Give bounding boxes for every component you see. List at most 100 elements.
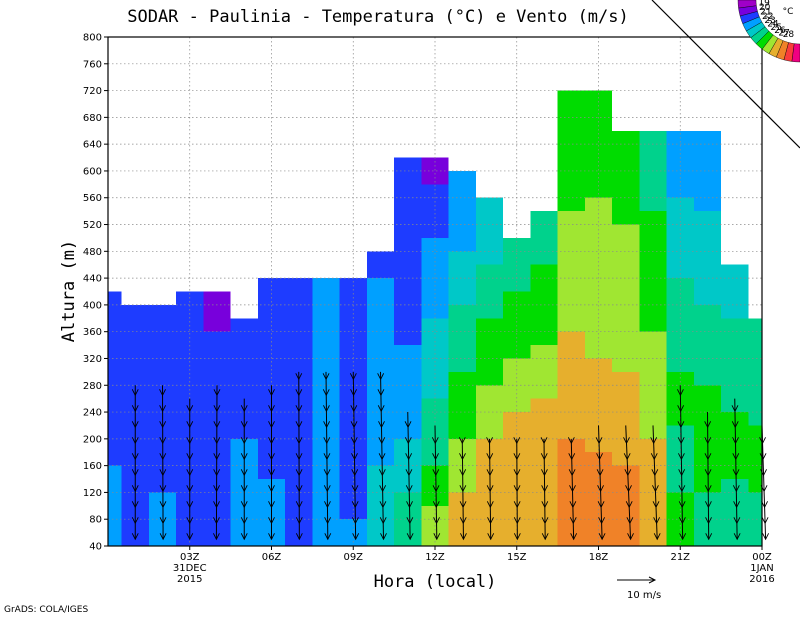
temperature-cell [721, 264, 749, 319]
legend-label: 24 [767, 20, 779, 30]
wind-barb-tick [433, 533, 441, 541]
y-tick-label: 400 [83, 300, 102, 311]
wind-barb-tick [377, 373, 385, 381]
wind-barb-tick [159, 485, 167, 493]
temperature-cell [693, 304, 722, 386]
wind-barb-tick [352, 533, 360, 541]
y-tick-label: 80 [89, 515, 102, 526]
wind-barb-tick [569, 517, 577, 525]
wind-barb-tick [240, 501, 248, 509]
wind-barb-column [186, 398, 194, 541]
legend-label: 28 [783, 30, 795, 40]
wind-barb-column [349, 371, 360, 541]
wind-barb-tick [240, 533, 248, 541]
wind-barb-column [431, 425, 441, 541]
legend-label: 26 [774, 26, 786, 36]
temperature-cell [394, 251, 422, 346]
wind-barb-shaft [625, 425, 632, 540]
y-axis-ticks: 40 80 120 160 200 240 280 320 360 400 440 480 520 560… [83, 33, 108, 553]
wind-barb-tick [350, 389, 357, 397]
wind-barb-tick [459, 469, 467, 477]
x-tick-label: 15Z [507, 552, 527, 563]
grads-credit: GrADS: COLA/IGES [4, 605, 88, 615]
temperature-cell [203, 291, 231, 332]
wind-barb-tick [159, 437, 167, 445]
wind-barb-tick [761, 517, 769, 525]
temperature-cell [639, 211, 667, 332]
wind-barb-column [295, 371, 303, 541]
wind-barb-column [404, 412, 414, 541]
wind-barb-tick [159, 389, 166, 397]
wind-barb-tick [406, 517, 414, 525]
wind-barb-tick [541, 533, 549, 541]
wind-barb-tick [379, 485, 387, 493]
wind-barb-tick [431, 437, 439, 445]
temperature-cell [394, 157, 422, 252]
wind-barb-tick [759, 453, 767, 461]
wind-barb-tick [626, 517, 634, 525]
wind-barb-tick [268, 405, 275, 413]
wind-barb-tick [323, 437, 331, 445]
wind-barb-tick [379, 517, 387, 525]
wind-barb-tick [567, 437, 575, 445]
wind-barb-tick [323, 485, 331, 493]
wind-barb-tick [678, 485, 686, 493]
wind-barb-tick [240, 485, 248, 493]
temperature-cell [475, 318, 504, 386]
wind-barbs [131, 371, 770, 541]
wind-barb-tick [569, 485, 576, 493]
wind-barb-tick [213, 453, 221, 461]
wind-barb-tick [378, 453, 386, 461]
wind-barb-tick [323, 469, 331, 477]
wind-barb-tick [323, 453, 331, 461]
wind-barb-tick [240, 437, 248, 445]
wind-barb-tick [268, 421, 275, 429]
y-tick-label: 120 [83, 488, 102, 499]
wind-barb-tick [433, 517, 440, 525]
wind-barb-tick [131, 405, 139, 413]
wind-barb-tick [541, 517, 549, 525]
wind-barb-tick [432, 469, 440, 477]
y-tick-label: 640 [83, 140, 102, 151]
wind-barb-tick [597, 501, 605, 509]
wind-barb-column [595, 425, 606, 541]
legend-label: 19 [758, 0, 770, 8]
wind-barb-tick [404, 421, 412, 429]
wind-barb-tick [240, 469, 248, 477]
wind-barb-tick [459, 485, 467, 493]
x-tick-year: 2015 [177, 574, 202, 585]
temperature-cell [557, 211, 585, 332]
wind-barb-column [212, 385, 221, 541]
wind-barb-tick [404, 437, 412, 445]
wind-barb-tick [186, 485, 194, 493]
wind-barb-tick [598, 517, 605, 525]
wind-barb-shaft [325, 371, 329, 540]
legend-swatch [791, 43, 800, 63]
wind-barb-tick [159, 469, 167, 477]
y-axis-label: Altura (m) [59, 240, 79, 342]
wind-barb-tick [704, 469, 712, 477]
wind-barb-tick [704, 453, 712, 461]
wind-barb-tick [651, 469, 659, 477]
wind-barb-tick [295, 453, 303, 461]
wind-barb-column [240, 398, 248, 541]
x-tick-label: 21Z [670, 552, 690, 563]
wind-barb-tick [322, 389, 330, 397]
wind-barb-tick [323, 421, 330, 429]
y-tick-label: 240 [83, 408, 102, 419]
legend-unit: °C [783, 7, 794, 17]
wind-barb-shaft [652, 425, 658, 540]
wind-barb-tick [460, 533, 467, 541]
wind-barb-tick [704, 501, 712, 509]
wind-barb-tick [705, 517, 712, 525]
wind-barb-tick [268, 501, 275, 509]
wind-barb-tick [295, 421, 303, 429]
wind-barb-tick [268, 517, 275, 525]
wind-barb-column [731, 398, 741, 541]
x-tick-label: 00Z [752, 552, 772, 563]
wind-barb-tick [568, 469, 576, 477]
wind-barb-tick [295, 517, 303, 525]
wind-barb-tick [704, 437, 712, 445]
wind-barb-tick [186, 437, 194, 445]
